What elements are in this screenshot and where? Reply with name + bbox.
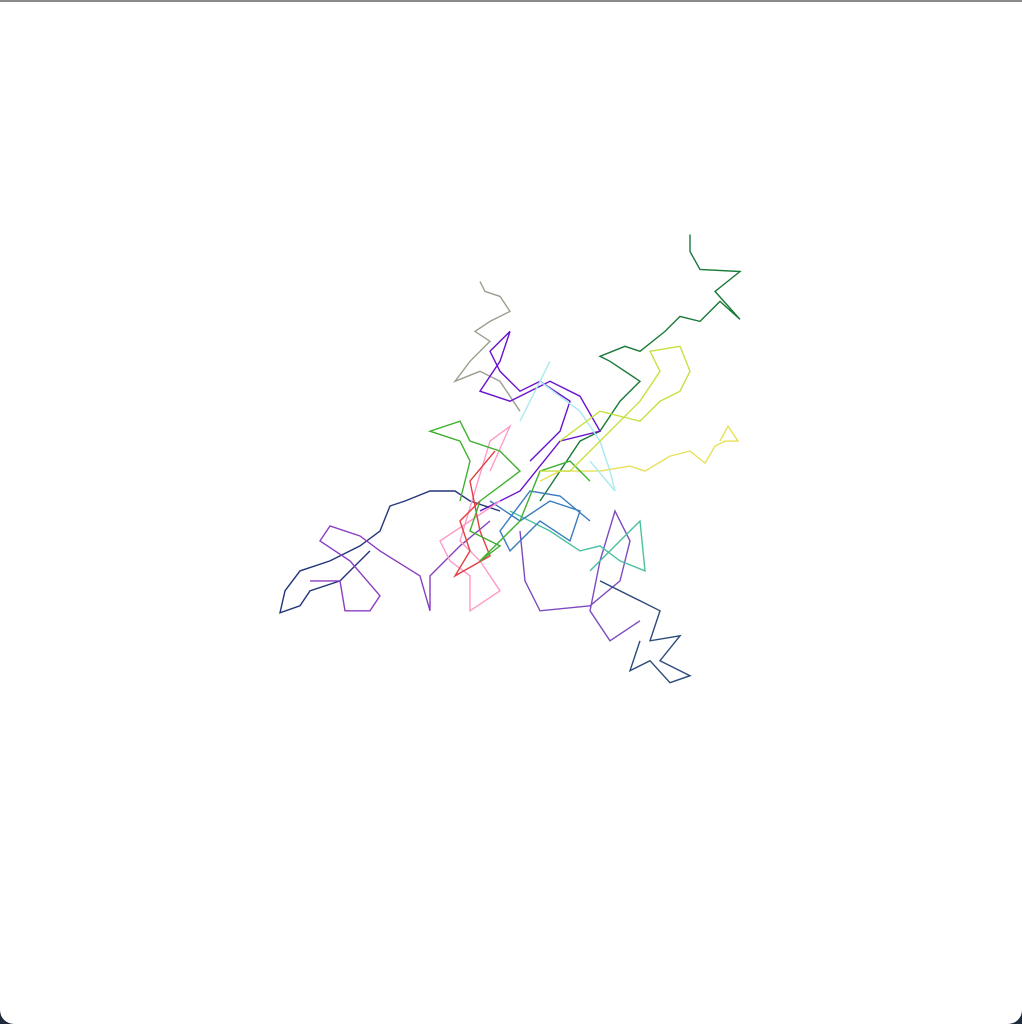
walk-path: [427, 420, 591, 562]
walk-path: [509, 510, 646, 572]
walk-path: [599, 580, 692, 684]
walk-path: [478, 330, 602, 512]
walk-path: [452, 281, 521, 412]
walk-path: [540, 345, 691, 472]
walk-path: [453, 450, 496, 578]
walk-path: [310, 520, 491, 612]
walk-path: [539, 234, 742, 502]
walk-path: [279, 490, 501, 614]
walk-path: [519, 509, 641, 642]
walk-path: [539, 424, 740, 482]
walk-path: [489, 490, 591, 553]
walk-path: [519, 360, 616, 492]
walk-path: [439, 424, 512, 613]
